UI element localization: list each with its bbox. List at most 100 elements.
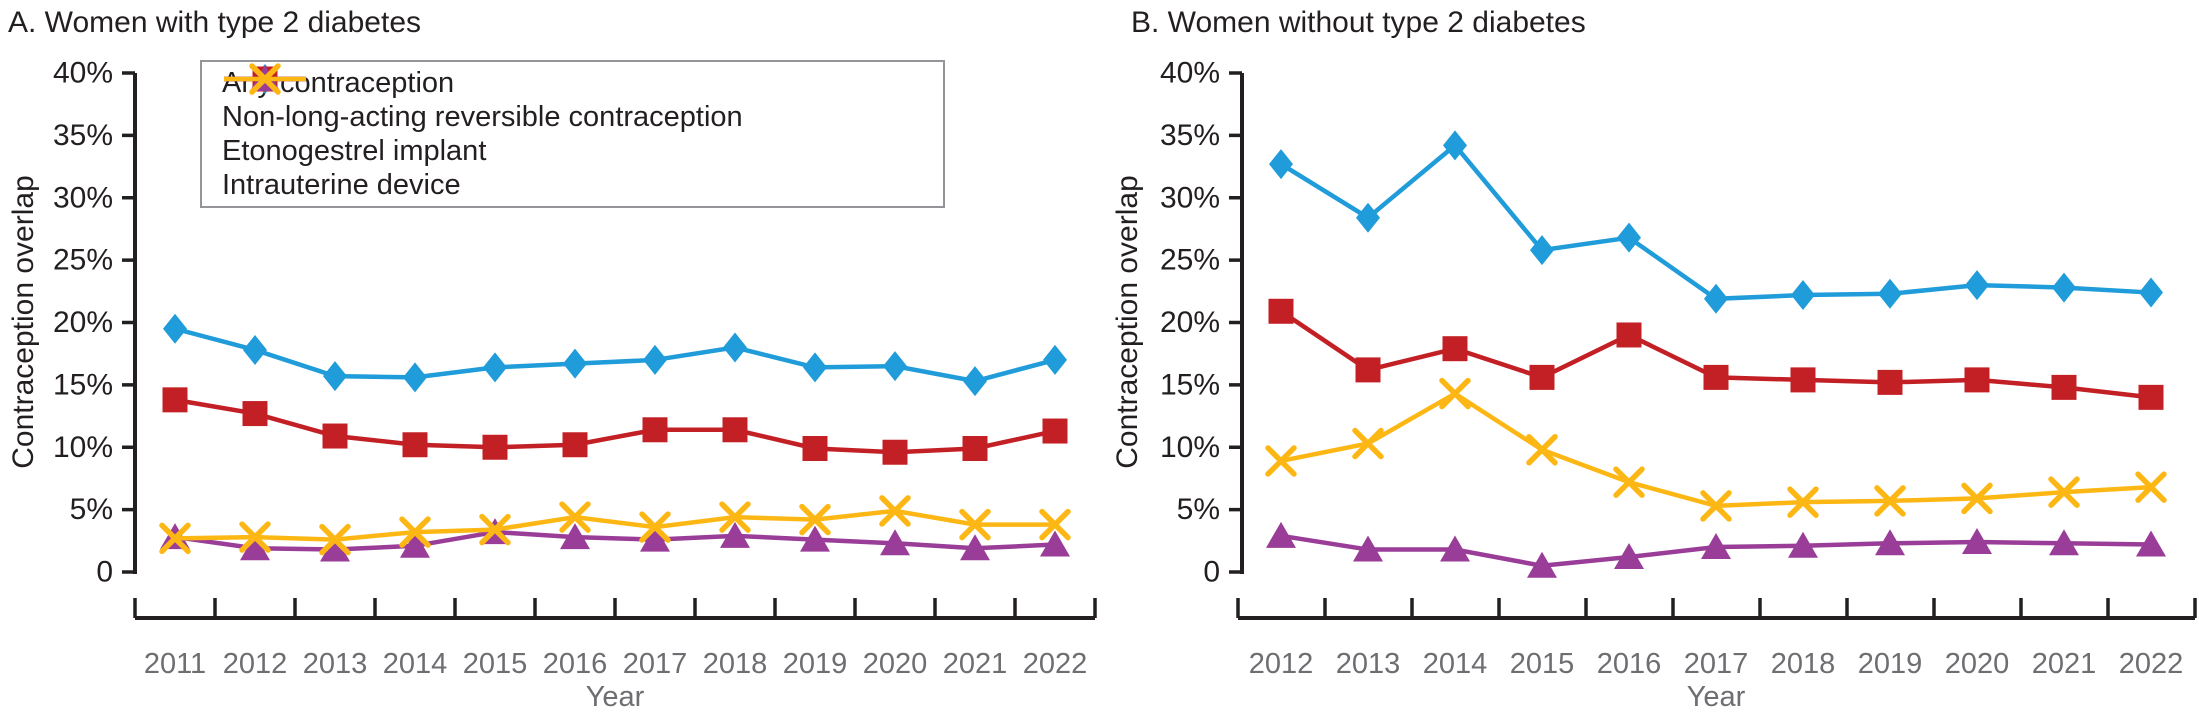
non-long-acting-reversible-contraception-marker — [722, 417, 748, 443]
x-tick-label: 2017 — [1684, 648, 1749, 680]
intrauterine-device-marker — [1352, 427, 1384, 460]
legend-item-label: Intrauterine device — [222, 168, 461, 201]
non-long-acting-reversible-contraception-marker — [882, 439, 908, 465]
intrauterine-device-marker — [1265, 445, 1297, 477]
x-tick-label: 2016 — [543, 648, 608, 680]
etonogestrel-implant-marker — [1266, 521, 1296, 548]
any-contraception-marker — [643, 344, 667, 375]
y-tick-label: 35% — [53, 119, 113, 152]
intrauterine-device-marker — [249, 63, 281, 95]
series-non-long-acting-reversible-contraception — [1268, 298, 2164, 410]
x-tick-label: 2013 — [1336, 648, 1401, 680]
any-contraception-marker — [243, 334, 267, 365]
y-tick-label: 0 — [96, 556, 113, 589]
any-contraception-marker — [403, 362, 427, 393]
etonogestrel-implant-marker — [560, 523, 590, 550]
non-long-acting-reversible-contraception-marker — [802, 435, 828, 461]
non-long-acting-reversible-contraception-marker — [1616, 322, 1642, 348]
x-tick-label: 2014 — [1423, 648, 1488, 680]
any-contraception-marker — [1443, 130, 1467, 161]
etonogestrel-implant-marker — [1353, 535, 1383, 562]
intrauterine-device-marker — [159, 522, 191, 555]
intrauterine-device-marker — [719, 501, 751, 533]
x-tick-label: 2012 — [1249, 648, 1314, 680]
legend-item: Any contraception — [222, 64, 943, 100]
series-any-contraception — [1269, 130, 2163, 314]
non-long-acting-reversible-contraception-marker — [2051, 374, 2077, 400]
x-tick-label: 2011 — [144, 648, 206, 680]
non-long-acting-reversible-contraception-marker — [162, 387, 188, 413]
intrauterine-device-marker — [799, 503, 831, 536]
intrauterine-device-marker — [1039, 508, 1071, 541]
any-contraception-marker — [1965, 270, 1989, 301]
non-long-acting-reversible-contraception-marker — [642, 417, 668, 443]
etonogestrel-implant-marker — [400, 531, 430, 558]
series-intrauterine-device — [159, 495, 1071, 556]
x-tick-label: 2019 — [1858, 648, 1923, 680]
non-long-acting-reversible-contraception-marker — [1442, 336, 1468, 362]
x-tick-label: 2015 — [463, 648, 528, 680]
panel-a-chart: 0 5% 10% 15% 20% 25% 30% 35% 40% 2011 2012 2013 2014… — [53, 57, 1097, 680]
series-line-any-contraception — [1279, 142, 2152, 302]
intrauterine-device-marker — [1961, 482, 1993, 515]
any-contraception-marker — [883, 351, 907, 382]
non-long-acting-reversible-contraception-marker — [1529, 364, 1555, 390]
y-tick-label: 20% — [53, 306, 113, 339]
any-contraception-marker — [2139, 277, 2163, 308]
y-tick-label: 10% — [53, 431, 113, 464]
panel-a-title: A. Women with type 2 diabetes — [8, 6, 421, 39]
x-tick-label: 2017 — [623, 648, 688, 680]
etonogestrel-implant-marker — [1701, 533, 1731, 560]
non-long-acting-reversible-contraception-marker — [1042, 418, 1068, 444]
non-long-acting-reversible-contraception-marker — [482, 434, 508, 460]
any-contraception-marker — [163, 313, 187, 344]
etonogestrel-implant-marker — [640, 525, 670, 552]
y-tick-label: 5% — [70, 493, 113, 526]
x-tick-label: 2013 — [303, 648, 368, 680]
etonogestrel-implant-marker — [960, 534, 990, 561]
non-long-acting-reversible-contraception-marker — [1703, 364, 1729, 390]
intrauterine-device-marker-icon — [224, 63, 306, 95]
intrauterine-device-marker — [1700, 490, 1732, 522]
legend-item: Etonogestrel implant — [222, 65, 943, 168]
legend-item: Intrauterine device — [222, 63, 943, 202]
series-any-contraception — [163, 313, 1067, 397]
any-contraception-marker — [1791, 280, 1815, 311]
any-contraception-marker — [1878, 278, 1902, 309]
etonogestrel-implant-marker — [240, 534, 270, 561]
legend: Any contraception Non-long-acting reversi… — [200, 60, 945, 208]
x-tick-label: 2020 — [1945, 648, 2010, 680]
non-long-acting-reversible-contraception-marker — [1268, 298, 1294, 324]
y-tick-label: 30% — [53, 181, 113, 214]
non-long-acting-reversible-contraception-marker — [1964, 367, 1990, 393]
non-long-acting-reversible-contraception-marker — [2138, 384, 2164, 410]
non-long-acting-reversible-contraception-marker — [402, 432, 428, 458]
y-tick-label: 35% — [1160, 119, 1220, 152]
intrauterine-device-marker — [1787, 486, 1819, 518]
legend-item-label: Etonogestrel implant — [222, 134, 487, 167]
x-tick-label: 2022 — [2119, 648, 2184, 680]
y-tick-label: 10% — [1160, 431, 1220, 464]
y-tick-label: 30% — [1160, 181, 1220, 214]
intrauterine-device-marker — [1439, 377, 1471, 410]
series-non-long-acting-reversible-contraception — [162, 387, 1068, 465]
any-contraception-marker — [2052, 272, 2076, 303]
x-tick-label: 2016 — [1597, 648, 1662, 680]
x-tick-label: 2022 — [1023, 648, 1088, 680]
non-long-acting-reversible-contraception-marker — [322, 423, 348, 449]
etonogestrel-implant-marker — [2049, 529, 2079, 556]
any-contraception-marker — [563, 348, 587, 379]
y-tick-label: 0 — [1203, 556, 1220, 589]
panel-b-chart: 0 5% 10% 15% 20% 25% 30% 35% 40% 2012 2013 2014 2015… — [1160, 57, 2197, 680]
x-tick-label: 2021 — [943, 648, 1008, 680]
etonogestrel-implant-marker — [800, 525, 830, 552]
y-tick-label: 40% — [53, 57, 113, 90]
y-tick-label: 5% — [1177, 493, 1220, 526]
etonogestrel-implant-marker — [1527, 551, 1557, 578]
y-tick-label: 25% — [53, 244, 113, 277]
series-line-any-contraception — [174, 326, 1056, 384]
intrauterine-device-marker — [399, 516, 431, 548]
x-tick-label: 2020 — [863, 648, 928, 680]
any-contraception-marker — [723, 332, 747, 363]
